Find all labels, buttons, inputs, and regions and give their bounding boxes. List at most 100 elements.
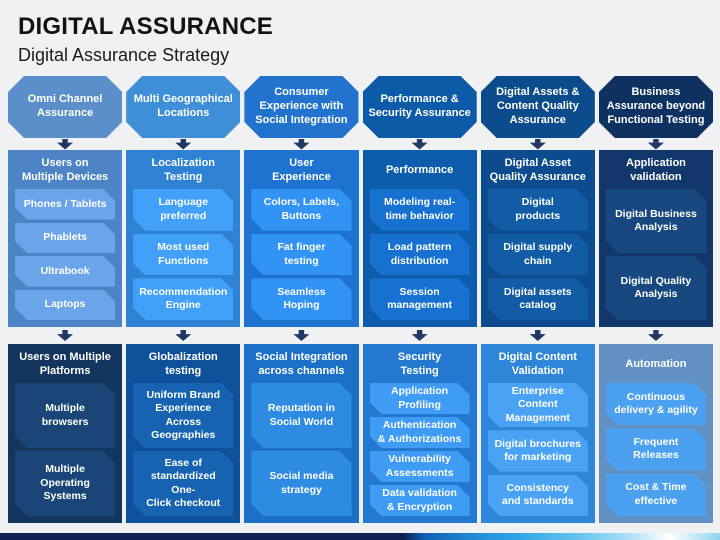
panel-item: Recommendation Engine [133, 278, 233, 320]
panel-item: Authentication & Authorizations [370, 417, 470, 448]
panel-item: Ultrabook [15, 256, 115, 287]
panel-item: Language preferred [133, 189, 233, 231]
mid-panel: Application validation Digital Business … [598, 150, 714, 327]
down-arrow-icon [175, 138, 192, 150]
bottom-panel: Digital Content Validation Enterprise Co… [480, 344, 595, 523]
panel-item: Phablets [15, 223, 115, 254]
stage-octagon-label: Business Assurance beyond Functional Tes… [606, 86, 706, 126]
panel-item: Multiple browsers [15, 383, 115, 448]
panel-item: Uniform Brand Experience Across Geograph… [133, 383, 233, 448]
down-arrow-icon [57, 138, 74, 150]
arrow-row [481, 138, 595, 150]
panel-item: Digital products [488, 189, 588, 231]
mid-panel-items: Colors, Labels, Buttons Fat finger testin… [244, 188, 358, 327]
panel-item: Digital Quality Analysis [606, 256, 706, 320]
panel-item: Digital Business Analysis [606, 189, 706, 253]
panel-item: Multiple Operating Systems [15, 451, 115, 516]
strategy-grid: Omni Channel Assurance Users on Multiple… [8, 76, 714, 523]
panel-item: Social media strategy [251, 451, 351, 516]
panel-item: Load pattern distribution [370, 234, 470, 276]
arrow-row [599, 138, 713, 150]
stage-column: Consumer Experience with Social Integrat… [244, 76, 359, 523]
mid-panel-items: Phones / Tablets Phablets Ultrabook Laptops [8, 188, 122, 327]
down-arrow-icon [293, 330, 310, 341]
stage-octagon: Digital Assets & Content Quality Assuran… [481, 76, 595, 138]
bottom-panel-items: Multiple browsers Multiple Operating Syst… [8, 382, 122, 523]
stage-octagon-label: Omni Channel Assurance [27, 93, 103, 119]
mid-panel-items: Digital Business Analysis Digital Quality… [599, 188, 713, 327]
bottom-panel-title: Users on Multiple Platforms [19, 350, 111, 377]
arrow-row [244, 138, 358, 150]
mid-panel: Performance Modeling real- time behavior… [362, 150, 477, 327]
mid-panel-title: Digital Asset Quality Assurance [489, 156, 586, 183]
page-title: DIGITAL ASSURANCE [18, 13, 273, 40]
mid-panel-title: Localization Testing [151, 156, 216, 183]
panel-item: Fat finger testing [251, 234, 351, 276]
panel-item: Phones / Tablets [15, 189, 115, 220]
panel-item: Most used Functions [133, 234, 233, 276]
stage-octagon: Multi Geographical Locations [126, 76, 240, 138]
bottom-panel-items: Application Profiling Authentication & Au… [363, 382, 477, 523]
mid-panel-items: Modeling real- time behavior Load pattern… [363, 188, 477, 327]
bottom-panel-title: Globalization testing [148, 350, 218, 377]
panel-item: Session management [370, 278, 470, 320]
panel-item: Digital supply chain [488, 234, 588, 276]
arrow-row [244, 327, 358, 344]
stage-octagon-label: Performance & Security Assurance [368, 93, 471, 119]
down-arrow-icon [293, 138, 310, 150]
panel-item: Cost & Time effective [606, 474, 706, 516]
panel-item: Vulnerability Assessments [370, 451, 470, 482]
arrow-row [8, 138, 122, 150]
down-arrow-icon [411, 138, 428, 150]
mid-panel: User Experience Colors, Labels, Buttons F… [244, 150, 359, 327]
arrow-row [599, 327, 713, 344]
panel-item: Application Profiling [370, 383, 470, 414]
mid-panel-items: Language preferred Most used Functions Rec… [126, 188, 240, 327]
mid-panel-title: Performance [385, 163, 454, 176]
arrow-row [363, 138, 477, 150]
arrow-row [481, 327, 595, 344]
panel-item: Ease of standardized One- Click checkout [133, 451, 233, 516]
panel-item: Continuous delivery & agility [606, 383, 706, 425]
bottom-panel-items: Reputation in Social World Social media s… [244, 382, 358, 523]
panel-item: Digital assets catalog [488, 278, 588, 320]
down-arrow-icon [529, 138, 546, 150]
mid-panel: Localization Testing Language preferred M… [126, 150, 241, 327]
stage-column: Business Assurance beyond Functional Tes… [598, 76, 714, 523]
panel-item: Data validation & Encryption [370, 485, 470, 516]
stage-column: Digital Assets & Content Quality Assuran… [480, 76, 595, 523]
stage-octagon-label: Consumer Experience with Social Integrat… [255, 86, 348, 126]
arrow-row [126, 138, 240, 150]
stage-column: Performance & Security Assurance Perform… [362, 76, 477, 523]
panel-item: Colors, Labels, Buttons [251, 189, 351, 231]
bottom-panel-items: Enterprise Content Management Digital bro… [481, 382, 595, 523]
bottom-panel-title: Social Integration across channels [255, 350, 348, 377]
mid-panel-title: Users on Multiple Devices [21, 156, 109, 183]
bottom-panel-items: Continuous delivery & agility Frequent Re… [599, 382, 713, 523]
stage-column: Multi Geographical Locations Localizatio… [126, 76, 241, 523]
down-arrow-icon [57, 330, 74, 341]
stage-octagon: Consumer Experience with Social Integrat… [244, 76, 358, 138]
bottom-panel-title: Digital Content Validation [498, 350, 577, 377]
panel-item: Modeling real- time behavior [370, 189, 470, 231]
panel-item: Seamless Hoping [251, 278, 351, 320]
panel-item: Digital brochures for marketing [488, 430, 588, 471]
down-arrow-icon [175, 330, 192, 341]
bottom-panel: Automation Continuous delivery & agility… [598, 344, 714, 523]
panel-item: Reputation in Social World [251, 383, 351, 448]
stage-octagon-label: Digital Assets & Content Quality Assuran… [496, 86, 580, 126]
mid-panel-title: Application validation [626, 156, 686, 183]
bottom-panel-items: Uniform Brand Experience Across Geograph… [126, 382, 240, 523]
bottom-panel-title: Security Testing [397, 350, 442, 377]
down-arrow-icon [529, 330, 546, 341]
panel-item: Frequent Releases [606, 428, 706, 470]
arrow-row [8, 327, 122, 344]
arrow-row [363, 327, 477, 344]
panel-item: Consistency and standards [488, 475, 588, 516]
arrow-row [126, 327, 240, 344]
stage-column: Omni Channel Assurance Users on Multiple… [8, 76, 123, 523]
stage-octagon: Omni Channel Assurance [8, 76, 122, 138]
mid-panel: Users on Multiple Devices Phones / Table… [8, 150, 123, 327]
footer-accent-bar [0, 533, 720, 540]
